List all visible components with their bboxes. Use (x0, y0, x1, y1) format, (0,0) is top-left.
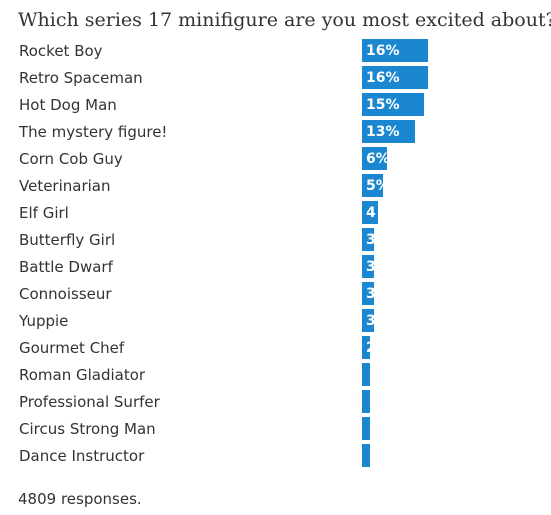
category-label: Circus Strong Man (19, 420, 156, 438)
bar-row: Yuppie 3 (0, 308, 551, 335)
bar-row: Connoisseur 3 (0, 281, 551, 308)
bar-value-label: 16% (366, 43, 400, 59)
category-label: Yuppie (19, 312, 69, 330)
bar (362, 93, 424, 116)
bar-row: The mystery figure! 13% (0, 119, 551, 146)
bar (362, 444, 370, 467)
bar-value-label: 3 (366, 286, 376, 302)
bar (362, 66, 428, 89)
bar (362, 390, 370, 413)
bar-row: Butterfly Girl 3 (0, 227, 551, 254)
bar-row: Battle Dwarf 3 (0, 254, 551, 281)
bar-row: Corn Cob Guy 6% (0, 146, 551, 173)
poll-bar-chart: Rocket Boy 16% Retro Spaceman 16% Hot Dog Ma… (0, 38, 551, 473)
category-label: Connoisseur (19, 285, 112, 303)
bar (362, 174, 383, 197)
category-label: Professional Surfer (19, 393, 160, 411)
bar-row: Hot Dog Man 15% (0, 92, 551, 119)
bar-value-label: 2 (366, 340, 376, 356)
bar-row: Circus Strong Man (0, 416, 551, 443)
bar-row: Dance Instructor (0, 443, 551, 470)
bar-value-label: 3 (366, 313, 376, 329)
response-count: 4809 responses. (18, 490, 142, 508)
bar-row: Retro Spaceman 16% (0, 65, 551, 92)
bar-value-label: 3 (366, 232, 376, 248)
bar-value-label: 5% (366, 178, 390, 194)
bar-row: Veterinarian 5% (0, 173, 551, 200)
bar-row: Professional Surfer (0, 389, 551, 416)
category-label: Rocket Boy (19, 42, 103, 60)
category-label: The mystery figure! (19, 123, 168, 141)
bar (362, 309, 375, 332)
bar (362, 228, 375, 251)
bar-value-label: 4 (366, 205, 376, 221)
category-label: Elf Girl (19, 204, 69, 222)
category-label: Hot Dog Man (19, 96, 117, 114)
category-label: Battle Dwarf (19, 258, 113, 276)
category-label: Roman Gladiator (19, 366, 146, 384)
bar-row: Rocket Boy 16% (0, 38, 551, 65)
bar-value-label: 16% (366, 70, 400, 86)
bar-row: Gourmet Chef 2 (0, 335, 551, 362)
category-label: Retro Spaceman (19, 69, 143, 87)
bar (362, 417, 370, 440)
bar (362, 120, 416, 143)
chart-title: Which series 17 minifigure are you most … (18, 9, 551, 31)
category-label: Veterinarian (19, 177, 111, 195)
category-label: Butterfly Girl (19, 231, 116, 249)
bar (362, 39, 428, 62)
bar-value-label: 13% (366, 124, 400, 140)
bar (362, 201, 379, 224)
bar (362, 147, 387, 170)
category-label: Corn Cob Guy (19, 150, 123, 168)
bar-row: Elf Girl 4 (0, 200, 551, 227)
bar-value-label: 6% (366, 151, 390, 167)
category-label: Dance Instructor (19, 447, 145, 465)
category-label: Gourmet Chef (19, 339, 125, 357)
bar-value-label: 15% (366, 97, 400, 113)
bar (362, 363, 370, 386)
bar-value-label: 3 (366, 259, 376, 275)
bar (362, 282, 375, 305)
bar (362, 336, 371, 359)
bar (362, 255, 375, 278)
bar-row: Roman Gladiator (0, 362, 551, 389)
